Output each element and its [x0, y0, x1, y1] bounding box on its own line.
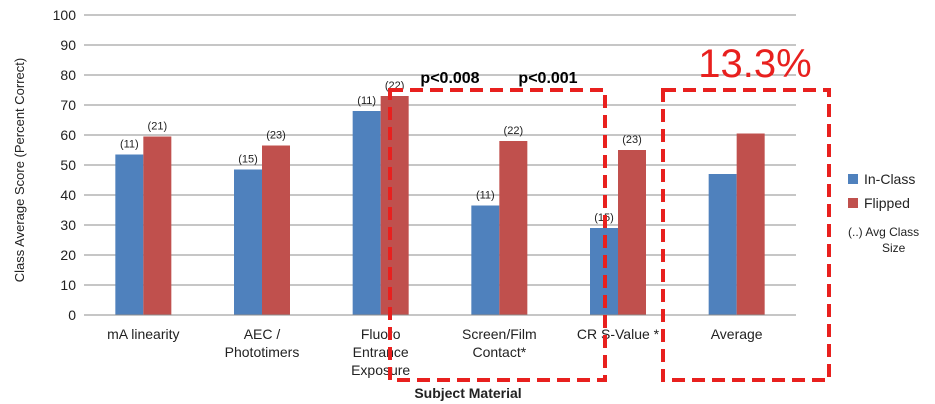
- bar-in-class: [708, 174, 737, 315]
- pvalue-label-1: p<0.008: [420, 70, 479, 87]
- y-tick-label: 60: [60, 127, 76, 143]
- bar-data-label: (23): [266, 130, 286, 142]
- bar-flipped: [736, 133, 765, 315]
- x-axis-label: Subject Material: [414, 385, 521, 401]
- bar-in-class: [471, 205, 500, 315]
- x-category-label: Contact*: [472, 344, 526, 360]
- bar-flipped: [143, 136, 172, 315]
- y-tick-label: 90: [60, 37, 76, 53]
- legend-label-in-class: In-Class: [864, 171, 915, 187]
- legend-label-flipped: Flipped: [864, 195, 910, 211]
- x-category-label: Phototimers: [225, 344, 300, 360]
- bar-data-label: (23): [622, 134, 642, 146]
- legend-note-line2: Size: [882, 241, 906, 255]
- bar-flipped: [380, 96, 409, 315]
- y-tick-label: 80: [60, 67, 76, 83]
- x-category-label: Exposure: [351, 362, 410, 378]
- x-category-label: CR S-Value *: [577, 326, 660, 342]
- bar-data-label: (11): [120, 139, 139, 151]
- average-highlight-box: [661, 88, 831, 382]
- y-tick-label: 40: [60, 187, 76, 203]
- legend-swatch-in-class: [848, 174, 858, 184]
- y-tick-label: 50: [60, 157, 76, 173]
- legend-swatch-flipped: [848, 198, 858, 208]
- x-category-label: Average: [711, 326, 763, 342]
- bar-data-label: (21): [148, 121, 168, 133]
- gridlines: [84, 14, 796, 286]
- y-tick-label: 0: [68, 307, 76, 323]
- legend: In-Class Flipped (..) Avg Class Size: [848, 171, 919, 255]
- y-tick-label: 20: [60, 247, 76, 263]
- y-tick-label: 10: [60, 277, 76, 293]
- y-axis-label: Class Average Score (Percent Correct): [12, 58, 27, 282]
- pvalue-label-2: p<0.001: [518, 70, 577, 87]
- improvement-label: 13.3%: [698, 42, 811, 86]
- significance-highlight-box: [388, 88, 607, 382]
- bar-in-class: [352, 111, 381, 315]
- bar-data-label: (11): [357, 95, 376, 107]
- x-category-label: Screen/Film: [462, 326, 537, 342]
- y-axis-ticks: 0 10 20 30 40 50 60 70 80 90 100: [53, 7, 77, 323]
- bar-data-label: (22): [504, 125, 524, 137]
- bar-in-class: [115, 154, 144, 315]
- x-category-label: Entrance: [353, 344, 409, 360]
- bars: [115, 96, 765, 315]
- x-category-label: AEC /: [244, 326, 281, 342]
- bar-in-class: [234, 169, 262, 315]
- y-tick-label: 30: [60, 217, 76, 233]
- y-tick-label: 100: [53, 7, 77, 23]
- x-category-label: Fluoro: [361, 326, 401, 342]
- category-labels: mA linearity AEC / Phototimers Fluoro Entran…: [107, 326, 763, 378]
- bar-flipped: [262, 145, 290, 315]
- bar-flipped: [618, 150, 646, 315]
- bar-data-label: (11): [476, 190, 495, 202]
- x-category-label: mA linearity: [107, 326, 179, 342]
- legend-note-line1: (..) Avg Class: [848, 225, 919, 239]
- y-tick-label: 70: [60, 97, 76, 113]
- bar-flipped: [499, 141, 528, 315]
- bar-data-label: (15): [238, 154, 258, 166]
